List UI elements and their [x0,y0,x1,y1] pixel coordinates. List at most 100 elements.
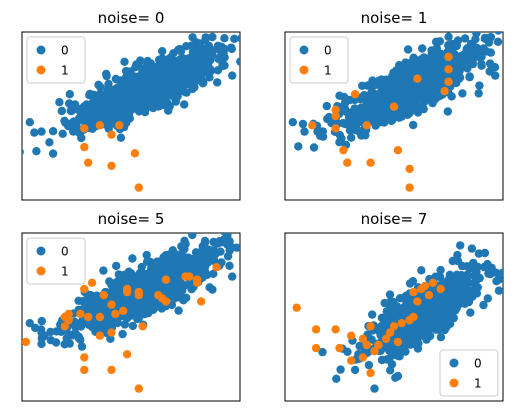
class-1-point [311,325,321,334]
class-0-point [223,252,233,261]
class-1-point [138,322,147,331]
class-0-point [350,365,360,375]
legend-marker-0 [449,358,459,368]
legend-marker-1 [36,65,46,75]
class-0-point [420,95,429,105]
class-1-point [409,287,418,297]
class-0-point [205,283,214,292]
class-0-point [335,91,344,100]
class-1-point [362,121,371,130]
class-1-point [99,291,109,300]
class-0-point [513,42,520,50]
class-0-point [128,310,137,319]
legend-label-0: 0 [61,245,69,259]
legend-label-0: 0 [61,44,69,58]
class-1-point [413,297,422,306]
class-1-point [358,353,368,362]
class-0-point [380,298,389,308]
class-0-point [124,267,134,276]
class-1-point [161,275,171,284]
class-0-point [458,89,467,98]
chart-title: noise= 5 [98,210,165,228]
class-0-point [475,81,484,90]
class-0-point [318,132,328,141]
class-0-point [385,290,395,299]
class-0-point [492,277,501,286]
class-1-point [87,278,97,287]
class-0-point [92,95,102,104]
points-layer [22,233,248,393]
class-0-point [164,101,173,111]
class-0-point [492,268,501,277]
legend-box [439,349,499,397]
class-0-point [483,294,492,303]
class-0-point [465,72,474,81]
class-0-point [335,138,344,147]
class-1-point [331,111,340,121]
class-0-point [149,72,159,82]
class-0-point [184,54,193,63]
class-0-point [418,44,427,53]
class-0-point [159,55,168,64]
class-0-point [132,303,141,312]
class-0-point [382,89,391,98]
class-0-point [160,259,170,268]
class-0-point [413,103,422,112]
class-1-point [335,343,344,353]
class-0-point [128,321,137,331]
class-1-point [308,121,317,130]
class-1-point [362,340,371,350]
class-0-point [171,83,181,92]
class-0-point [240,233,248,241]
class-0-point [369,113,378,122]
legend-box [26,36,86,84]
class-0-point [241,50,249,58]
class-0-point [209,269,218,278]
class-0-point [417,266,426,275]
class-1-point [107,300,116,309]
class-0-point [464,289,474,298]
class-0-point [193,52,202,61]
class-0-point [201,254,211,263]
class-0-point [209,256,219,265]
class-0-point [87,293,96,302]
class-0-point [494,286,503,295]
class-0-point [228,71,237,80]
legend-marker-0 [36,246,46,256]
class-0-point [385,304,395,313]
class-0-point [187,254,197,264]
class-0-point [397,112,406,121]
legend-marker-0 [299,45,309,55]
class-1-point [119,306,128,315]
class-0-point [466,58,476,68]
class-0-point [230,34,239,43]
class-0-point [449,313,458,322]
class-0-point [172,66,182,75]
class-0-point [22,148,24,156]
class-0-point [192,266,201,275]
class-0-point [288,118,297,127]
class-0-point [120,57,129,66]
class-1-point [389,322,399,331]
class-1-point [115,121,124,130]
class-1-point [107,161,116,170]
class-0-point [336,365,345,374]
class-0-point [198,262,208,271]
class-0-point [494,32,503,35]
legend-box [289,36,349,84]
class-0-point [227,44,236,54]
class-0-point [181,261,191,270]
class-0-point [51,338,61,347]
class-1-point [80,284,89,294]
class-0-point [120,85,129,94]
legend: 01 [26,237,86,285]
class-0-point [48,149,58,158]
class-0-point [114,270,124,279]
class-1-point [80,142,89,152]
class-0-point [140,108,150,117]
class-1-point [60,322,69,331]
class-0-point [419,53,429,62]
class-0-point [237,34,240,43]
class-0-point [104,102,113,112]
legend: 01 [289,36,349,84]
